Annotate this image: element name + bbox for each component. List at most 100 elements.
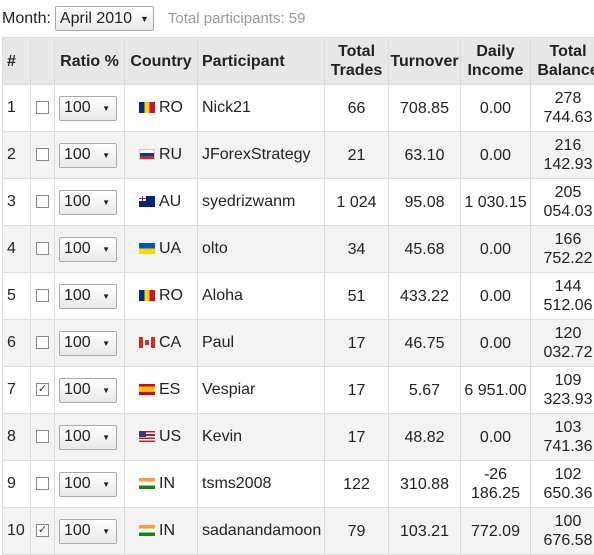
row-checkbox[interactable] — [36, 101, 49, 114]
participant-cell[interactable]: Kevin — [198, 414, 325, 461]
row-checkbox[interactable] — [36, 148, 49, 161]
header-rank[interactable]: # — [3, 38, 31, 85]
row-checkbox[interactable]: ✓ — [36, 524, 49, 537]
participant-cell[interactable]: syedrizwanm — [198, 179, 325, 226]
trades-cell: 1 024 — [325, 179, 389, 226]
total-balance-cell: 216 142.93 — [531, 132, 594, 179]
chevron-down-icon: ▼ — [102, 386, 110, 395]
ratio-cell: 100▼ — [55, 414, 125, 461]
country-cell: RU — [125, 132, 198, 179]
participant-cell[interactable]: tsms2008 — [198, 461, 325, 508]
ratio-select[interactable]: 100 ▼ — [59, 143, 117, 168]
rank-cell: 5 — [3, 273, 31, 320]
row-checkbox[interactable] — [36, 242, 49, 255]
participant-cell[interactable]: Paul — [198, 320, 325, 367]
select-cell — [31, 414, 55, 461]
daily-income-cell: 6 951.00 — [461, 367, 531, 414]
chevron-down-icon: ▼ — [102, 198, 110, 207]
ratio-value: 100 — [64, 99, 91, 117]
rank-cell: 7 — [3, 367, 31, 414]
header-country[interactable]: Country — [125, 38, 198, 85]
participant-cell[interactable]: olto — [198, 226, 325, 273]
turnover-cell: 310.88 — [389, 461, 461, 508]
flag-ro-icon — [139, 290, 155, 301]
flag-in-icon — [139, 525, 155, 536]
ratio-cell: 100▼ — [55, 273, 125, 320]
row-checkbox[interactable] — [36, 195, 49, 208]
participant-cell[interactable]: Nick21 — [198, 85, 325, 132]
daily-income-cell: 0.00 — [461, 320, 531, 367]
ratio-select[interactable]: 100▼ — [59, 331, 117, 356]
chevron-down-icon: ▼ — [102, 151, 110, 160]
trades-cell: 17 — [325, 414, 389, 461]
chevron-down-icon: ▼ — [102, 433, 110, 442]
ratio-select[interactable]: 100▼ — [59, 519, 117, 544]
row-checkbox[interactable]: ✓ — [36, 383, 49, 396]
participant-cell[interactable]: Aloha — [198, 273, 325, 320]
country-code: CA — [159, 334, 181, 351]
month-select[interactable]: April 2010 ▼ — [55, 6, 154, 31]
month-value: April 2010 — [60, 10, 132, 28]
month-label: Month: — [2, 10, 51, 28]
participants-table: # Ratio % Country Participant Total Trad… — [2, 37, 594, 555]
row-checkbox[interactable] — [36, 336, 49, 349]
flag-es-icon — [139, 384, 155, 395]
participant-cell[interactable]: Vespiar — [198, 367, 325, 414]
select-cell — [31, 85, 55, 132]
ratio-select[interactable]: 100▼ — [59, 237, 117, 262]
rank-cell: 4 — [3, 226, 31, 273]
header-turnover[interactable]: Turnover — [389, 38, 461, 85]
flag-ca-icon — [139, 337, 155, 348]
ratio-select[interactable]: 100▼ — [59, 190, 117, 215]
turnover-cell: 103.21 — [389, 508, 461, 555]
ratio-value: 100 — [64, 334, 91, 352]
flag-in-icon — [139, 478, 155, 489]
total-balance-cell: 205 054.03 — [531, 179, 594, 226]
ratio-select[interactable]: 100▼ — [59, 284, 117, 309]
ratio-cell: 100 ▼ — [55, 85, 125, 132]
country-code: RU — [159, 146, 182, 163]
header-participant[interactable]: Participant — [198, 38, 325, 85]
row-checkbox[interactable] — [36, 430, 49, 443]
daily-income-cell: 1 030.15 — [461, 179, 531, 226]
header-ratio[interactable]: Ratio % — [55, 38, 125, 85]
ratio-value: 100 — [64, 146, 91, 164]
header-total-balance[interactable]: Total Balance — [531, 38, 594, 85]
total-balance-cell: 102 650.36 — [531, 461, 594, 508]
flag-ru-icon — [139, 149, 155, 160]
ratio-select[interactable]: 100▼ — [59, 472, 117, 497]
row-checkbox[interactable] — [36, 289, 49, 302]
filter-bar: Month: April 2010 ▼ Total participants: … — [0, 0, 594, 37]
flag-ua-icon — [139, 243, 155, 254]
daily-income-cell: 0.00 — [461, 414, 531, 461]
turnover-cell: 46.75 — [389, 320, 461, 367]
ratio-value: 100 — [64, 287, 91, 305]
chevron-down-icon: ▼ — [140, 14, 149, 24]
header-total-trades[interactable]: Total Trades — [325, 38, 389, 85]
trades-cell: 34 — [325, 226, 389, 273]
turnover-cell: 45.68 — [389, 226, 461, 273]
total-balance-cell: 109 323.93 — [531, 367, 594, 414]
trades-cell: 21 — [325, 132, 389, 179]
ratio-select[interactable]: 100 ▼ — [59, 96, 117, 121]
ratio-cell: 100▼ — [55, 367, 125, 414]
ratio-select[interactable]: 100▼ — [59, 425, 117, 450]
participant-cell[interactable]: sadanandamoon — [198, 508, 325, 555]
daily-income-cell: 0.00 — [461, 85, 531, 132]
chevron-down-icon: ▼ — [102, 480, 110, 489]
country-cell: ES — [125, 367, 198, 414]
ratio-select[interactable]: 100▼ — [59, 378, 117, 403]
header-daily-income[interactable]: Daily Income — [461, 38, 531, 85]
rank-cell: 8 — [3, 414, 31, 461]
chevron-down-icon: ▼ — [102, 104, 110, 113]
country-cell: RO — [125, 85, 198, 132]
participant-cell[interactable]: JForexStrategy — [198, 132, 325, 179]
row-checkbox[interactable] — [36, 477, 49, 490]
ratio-value: 100 — [64, 522, 91, 540]
